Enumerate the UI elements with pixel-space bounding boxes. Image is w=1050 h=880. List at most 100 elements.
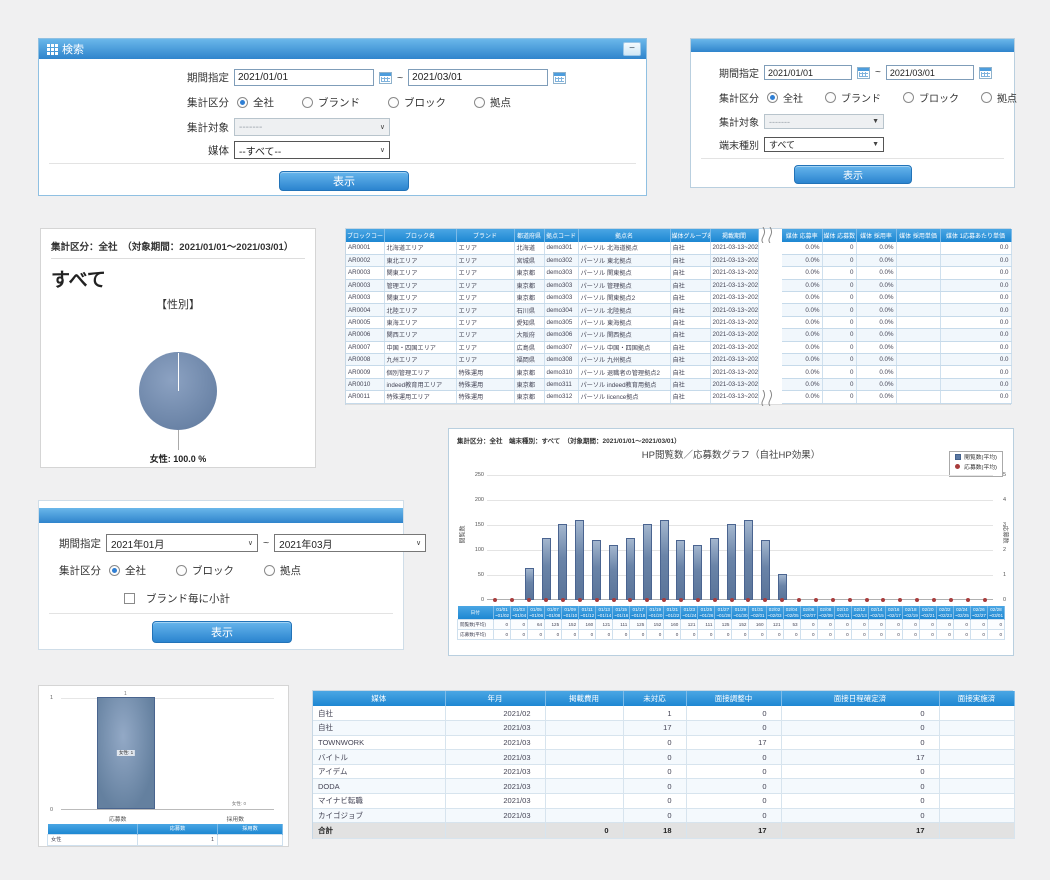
bar — [676, 539, 686, 600]
radio-icon[interactable] — [302, 97, 313, 108]
radio-icon[interactable] — [903, 92, 914, 103]
table-cell: 111 — [612, 619, 631, 631]
date-column-header: 02/10 ~02/11 — [834, 606, 852, 620]
table-cell: 0 — [822, 341, 857, 355]
period-to-input[interactable]: 2021/03/01 — [885, 65, 974, 80]
radio-option[interactable]: ブランド — [302, 95, 360, 110]
column-header: 応募数 — [137, 824, 218, 834]
period-to-input[interactable]: 2021/03/01 — [408, 69, 549, 86]
column-break — [758, 291, 782, 304]
radio-option[interactable]: ブロック — [388, 95, 446, 110]
table-cell: 宮城県 — [514, 254, 545, 268]
chevron-down-icon: ∨ — [247, 540, 253, 547]
table-cell: 0 — [629, 629, 648, 641]
table-cell: 東京都 — [514, 291, 545, 305]
table-cell: 九州エリア — [384, 353, 457, 367]
bar — [760, 539, 770, 600]
hp-values-table: 日付 01/01 ~01/02 01/03 ~01/04 01/05 ~01/06 01/07… — [457, 606, 1006, 641]
radio-icon[interactable] — [388, 97, 399, 108]
table-cell: 121 — [680, 619, 699, 631]
show-button[interactable]: 表示 — [794, 165, 912, 184]
table-cell: 自社 — [670, 390, 711, 404]
radio-option[interactable]: 拠点 — [264, 563, 301, 578]
media-status-table: 媒体 年月 掲載費用 未対応 面接調整中 面接日程確定済 面接実施済 自社 2021/02 1 0 0… — [313, 691, 1015, 840]
show-button[interactable]: 表示 — [279, 171, 409, 191]
target-select[interactable]: ------- ▼ — [764, 114, 884, 129]
bar — [609, 544, 618, 600]
radio-option[interactable]: ブロック — [903, 90, 959, 105]
divider — [701, 158, 1004, 159]
table-row: AR0001 北海道エリア エリア 北海道 demo301 パーソル 北海道拠点 自社 202… — [346, 242, 1012, 255]
table-cell: 0.0% — [856, 365, 897, 379]
table-cell: 0 — [578, 629, 597, 641]
column-header: 媒体 1応募あたり単価 — [940, 229, 1012, 242]
period-from-select[interactable]: 2021年01月 ∨ — [106, 534, 258, 552]
radio-option[interactable]: 全社 — [237, 95, 274, 110]
radio-option[interactable]: 全社 — [767, 90, 803, 105]
radio-option[interactable]: 拠点 — [474, 95, 511, 110]
radio-option[interactable]: ブランド — [825, 90, 881, 105]
tear-mark — [761, 389, 773, 406]
table-cell: 53 — [782, 619, 801, 631]
table-cell: 2021-03-13~2022-0 — [710, 378, 759, 392]
radio-icon[interactable] — [176, 565, 187, 576]
radio-icon[interactable] — [825, 92, 836, 103]
total-cell: 17 — [781, 822, 940, 840]
table-cell: 自社 — [670, 303, 711, 317]
calendar-icon[interactable] — [978, 66, 992, 79]
table-cell: 自社 — [670, 328, 711, 342]
bar — [743, 520, 753, 600]
table-cell: 0 — [867, 629, 886, 641]
data-point — [881, 598, 886, 602]
brand-subtotal-checkbox[interactable] — [124, 593, 135, 604]
total-cell — [445, 822, 546, 840]
media-select[interactable]: --すべて-- ∨ — [234, 141, 390, 159]
table-cell: 17 — [623, 720, 687, 736]
table-cell: 0 — [799, 629, 818, 641]
column-header: 面接日程確定済 — [781, 691, 940, 706]
table-cell: 125 — [544, 619, 563, 631]
radio-icon[interactable] — [237, 97, 248, 108]
bar-label: 女性: 1 — [116, 750, 136, 756]
radio-icon[interactable] — [767, 92, 778, 103]
device-select[interactable]: すべて ▼ — [764, 137, 884, 152]
table-cell: 0.0% — [856, 254, 897, 268]
table-cell: 2021/03 — [445, 793, 546, 809]
table-cell: 152 — [561, 619, 580, 631]
period-from-input[interactable]: 2021/01/01 — [234, 69, 374, 86]
pie-chart — [139, 352, 217, 430]
chevron-down-icon: ∨ — [416, 540, 422, 547]
table-cell: 0 — [781, 793, 940, 809]
calendar-icon[interactable] — [379, 71, 392, 84]
y-axis-tick: 0 — [50, 807, 54, 813]
block-table: ブロックコードブロック名ブランド都道府県拠点コード拠点名媒体グループ名掲載期間 媒… — [346, 229, 1012, 404]
data-point — [493, 598, 498, 602]
radio-option[interactable]: ブロック — [176, 563, 234, 578]
y2-axis-tick: 1 — [1002, 572, 1006, 578]
data-point — [628, 598, 633, 602]
table-cell: パーソル 中国・四国拠点 — [578, 341, 671, 355]
show-button[interactable]: 表示 — [152, 621, 292, 643]
apply-data-table: 応募数 採用数 女性 1 — [47, 824, 283, 846]
radio-option[interactable]: 拠点 — [981, 90, 1017, 105]
radio-icon[interactable] — [109, 565, 120, 576]
table-cell: 0 — [935, 619, 954, 631]
radio-icon[interactable] — [981, 92, 992, 103]
period-to-select[interactable]: 2021年03月 ∨ — [274, 534, 427, 552]
data-point — [898, 598, 903, 602]
radio-option[interactable]: 全社 — [109, 563, 146, 578]
radio-icon[interactable] — [264, 565, 275, 576]
table-cell: 0 — [833, 619, 852, 631]
column-header: 面接調整中 — [686, 691, 782, 706]
table-cell: 中国・四国エリア — [384, 341, 457, 355]
minimize-button[interactable]: − — [623, 42, 641, 56]
calendar-icon[interactable] — [857, 66, 870, 79]
column-header: ブロックコード — [346, 229, 385, 242]
calendar-icon[interactable] — [553, 71, 567, 84]
target-select[interactable]: ------- ∨ — [234, 118, 390, 136]
radio-icon[interactable] — [474, 97, 485, 108]
table-cell: エリア — [456, 316, 515, 330]
period-from-input[interactable]: 2021/01/01 — [764, 65, 852, 80]
category-label: 集計区分 — [719, 94, 759, 105]
table-cell: demo306 — [544, 328, 579, 342]
